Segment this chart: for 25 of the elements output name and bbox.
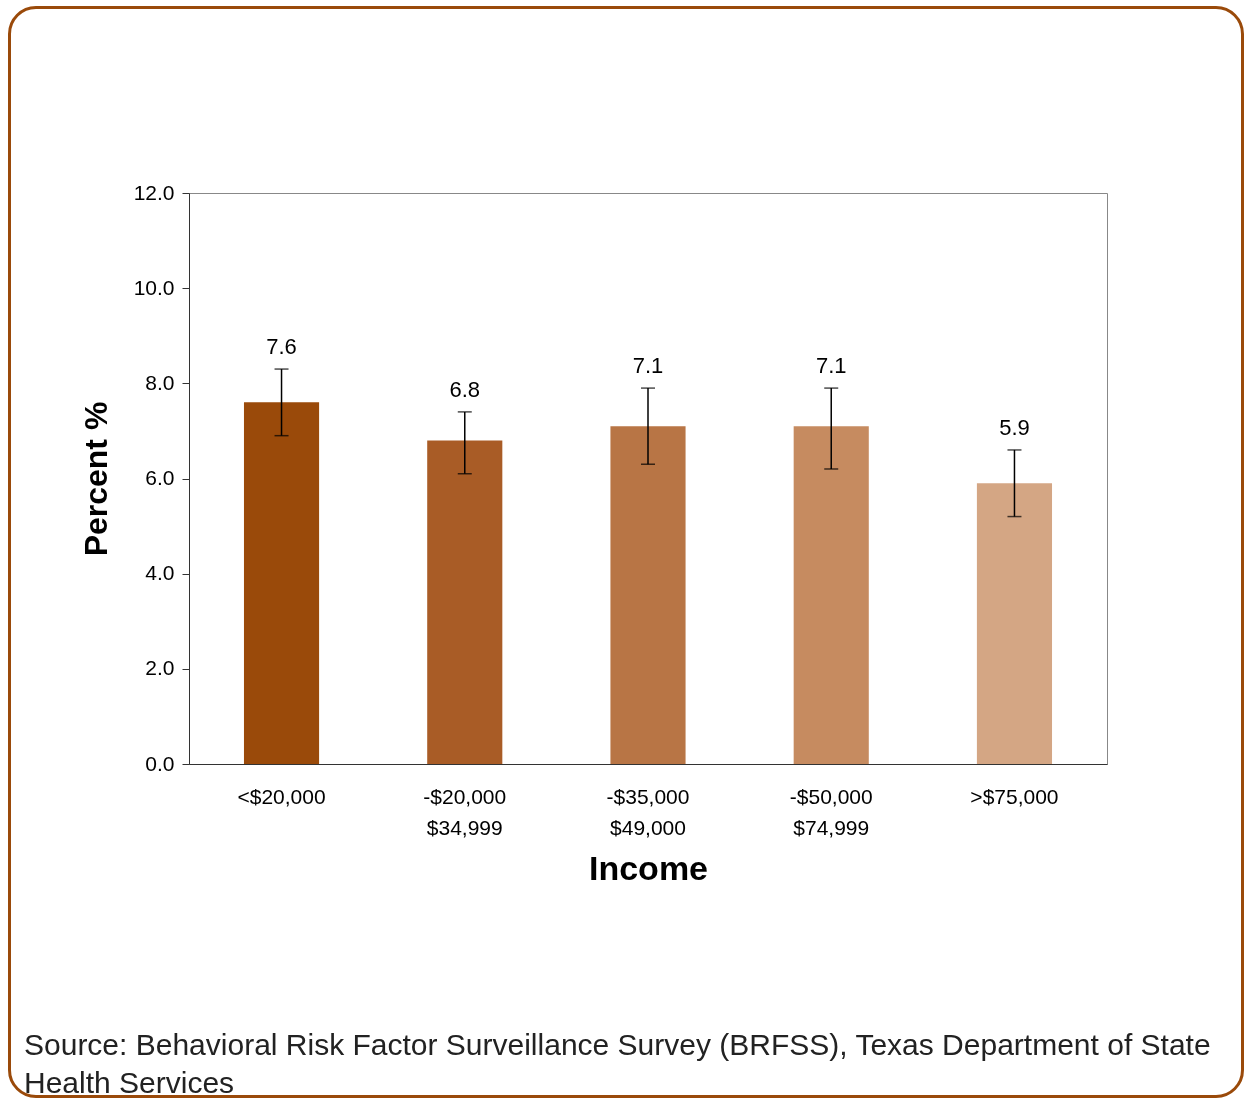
y-tick-label: 2.0 <box>145 656 175 680</box>
bar <box>610 426 686 764</box>
y-axis-title: Percent % <box>77 401 114 557</box>
data-label: 5.9 <box>999 414 1030 440</box>
bar <box>243 402 320 764</box>
y-tick-label: 4.0 <box>145 561 175 585</box>
bar <box>793 426 869 764</box>
data-label: 7.6 <box>266 334 297 360</box>
x-tick-label: -$50,000 $74,999 <box>789 784 873 839</box>
bar <box>427 440 503 764</box>
source-note: Source: Behavioral Risk Factor Surveillance Survey (BRFSS), Texas Department of State Health Services <box>24 1027 1212 1101</box>
x-tick-label: >$75,000 <box>970 784 1059 808</box>
y-tick-label: 12.0 <box>133 180 175 204</box>
data-label: 7.1 <box>632 353 664 379</box>
x-tick-label: -$20,000 $34,999 <box>423 784 507 839</box>
y-tick-label: 0.0 <box>145 751 175 775</box>
x-tick-label: -$35,000 $49,000 <box>606 784 690 839</box>
data-label: 6.8 <box>449 376 481 402</box>
x-axis-title: Income <box>588 848 709 887</box>
y-tick-label: 8.0 <box>145 370 175 394</box>
bar <box>976 483 1053 764</box>
x-tick-label: <$20,000 <box>237 784 326 808</box>
y-tick-label: 6.0 <box>145 466 175 489</box>
y-tick-label: 10.0 <box>133 275 175 299</box>
data-label: 7.1 <box>815 353 847 379</box>
